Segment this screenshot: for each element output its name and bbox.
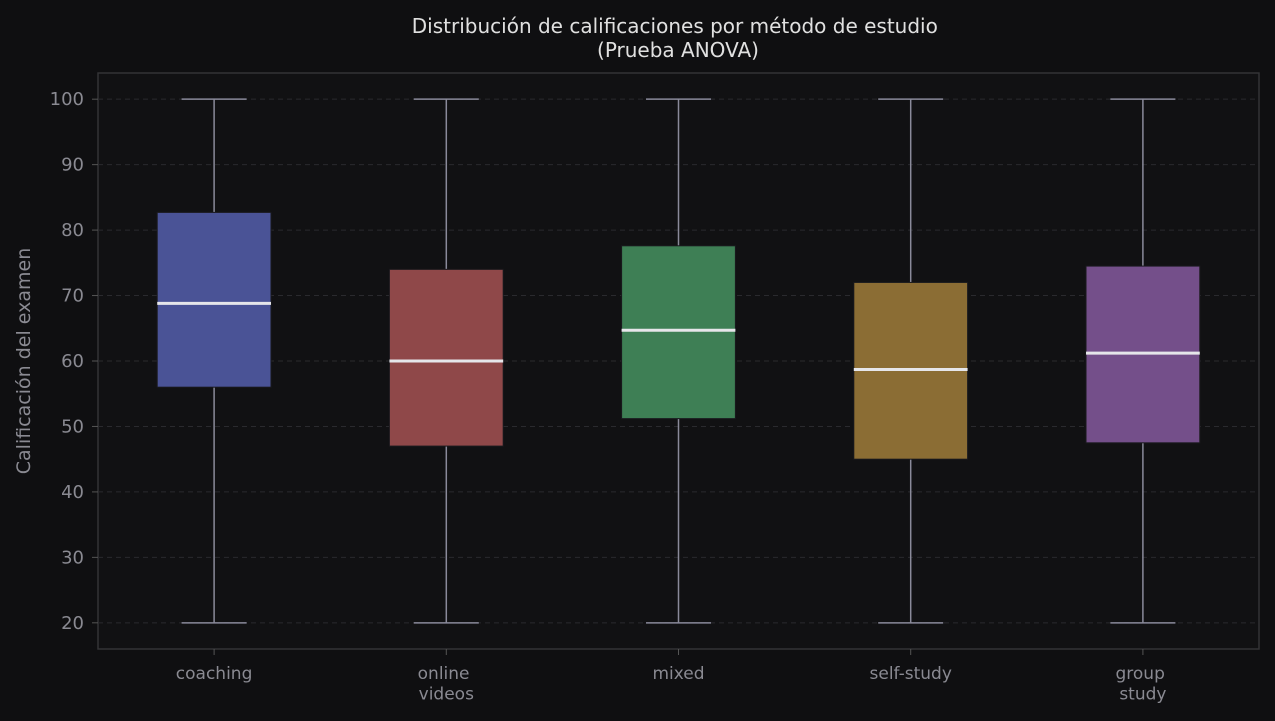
x-tick-label: self-study [870, 664, 952, 684]
y-tick-label: 70 [61, 286, 84, 307]
y-tick-label: 100 [50, 89, 84, 110]
y-axis-label: Calificación del examen [13, 248, 35, 475]
y-tick-label: 20 [61, 613, 84, 634]
y-tick-label: 50 [61, 416, 84, 437]
y-tick-label: 30 [61, 547, 84, 568]
box [388, 268, 504, 447]
x-tick-label: group study [1116, 664, 1171, 704]
y-tick-label: 90 [61, 155, 84, 176]
box [156, 211, 272, 388]
y-tick-label: 80 [61, 220, 84, 241]
x-tick-label: mixed [652, 664, 704, 684]
y-tick-label: 60 [61, 351, 84, 372]
x-tick-label: coaching [176, 664, 253, 684]
y-tick-label: 40 [61, 482, 84, 503]
box [621, 245, 736, 420]
chart-title: Distribución de calificaciones por métod… [412, 14, 944, 62]
x-tick-label: online videos [418, 664, 475, 704]
